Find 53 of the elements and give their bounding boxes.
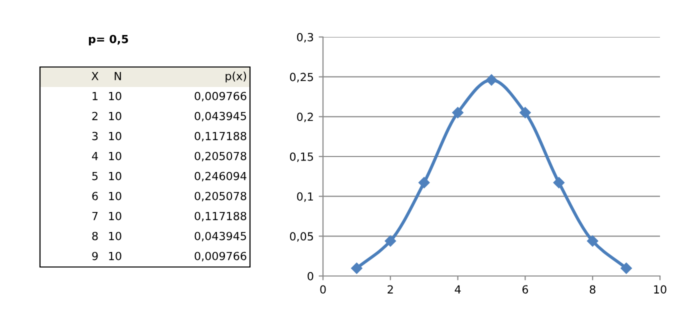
text: p= 0,5 [88,34,128,46]
text: 7 [92,212,98,220]
x-tick-label: 2 [388,285,393,294]
text: 4 [92,152,98,160]
x-tick-label: 0 [320,285,326,294]
text: 2 [92,112,98,120]
point [553,177,565,188]
text: 10 [109,152,122,160]
x-tick-label: 6 [522,285,528,294]
text: N [114,72,121,80]
text: 10 [109,232,122,240]
text: p(x) [226,72,246,82]
y-tick-label: 0,3 [297,32,314,43]
text: 10 [109,192,122,200]
y-tick-label: 0,1 [297,192,313,202]
text: 0,117188 [194,132,246,142]
text: 0,205078 [194,192,246,202]
point [418,177,430,188]
point [452,107,464,118]
y-tick-label: 0,15 [290,152,313,162]
text: 10 [109,132,122,140]
y-tick-label: 0,05 [290,232,313,242]
point [620,262,632,274]
text: 10 [109,172,122,180]
y-tick-label: 0,25 [290,72,313,82]
text: 0,043945 [194,232,246,242]
point [486,74,498,86]
text: 3 [92,132,98,140]
text: 0,205078 [194,152,246,162]
text: 0,117188 [194,212,246,222]
text: 10 [109,92,122,100]
text: 0,009766 [194,252,246,262]
text: 0,009766 [194,92,246,102]
point [586,235,598,247]
text: 6 [92,192,98,200]
x-tick-label: 8 [590,285,596,294]
y-tick-label: 0,2 [297,112,313,122]
x-tick-label: 4 [454,285,461,294]
y-tick-label: 0 [308,272,314,280]
point [520,107,531,118]
text: X [92,72,98,80]
x-tick-label: 10 [654,285,666,294]
text: 1 [92,92,98,100]
text: 8 [92,232,98,240]
text: 5 [92,172,98,180]
text: 0,043945 [194,112,246,122]
point [384,235,396,247]
text: 10 [109,112,122,120]
text: 10 [109,212,122,220]
text: 9 [92,252,98,260]
text: 0,246094 [194,172,246,182]
point [351,262,362,274]
text: 10 [109,252,122,260]
